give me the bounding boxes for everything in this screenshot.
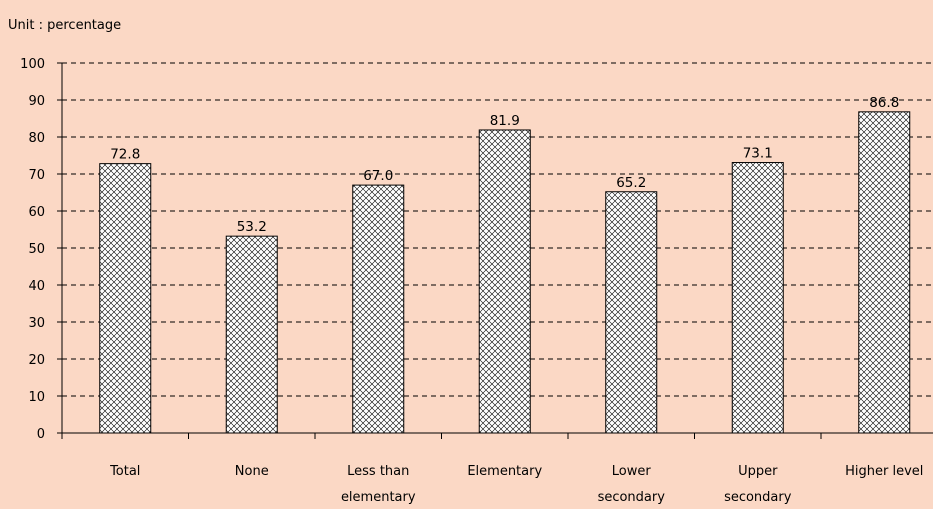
y-tick-label: 100 — [20, 57, 45, 72]
bar — [605, 191, 658, 434]
bars — [99, 111, 911, 434]
bar — [731, 162, 784, 434]
y-tick-label: 90 — [28, 94, 45, 109]
data-label: 86.8 — [869, 95, 899, 111]
axes: 0 10 20 30 40 50 60 70 80 90 100 — [20, 57, 933, 442]
y-tick-label: 50 — [28, 242, 45, 257]
y-tick-label: 70 — [28, 168, 45, 183]
x-tick-label: Higher level — [845, 464, 923, 479]
y-tick-label: 20 — [28, 353, 45, 368]
y-tick-label: 10 — [28, 390, 45, 405]
data-label: 67.0 — [363, 168, 393, 184]
bar — [478, 129, 531, 434]
data-label: 81.9 — [490, 113, 520, 129]
bar — [99, 163, 152, 434]
data-label: 53.2 — [237, 219, 267, 235]
x-tick-label: Upper — [738, 464, 778, 479]
y-tick-label: 40 — [28, 279, 45, 294]
x-tick-label: Lower — [612, 464, 652, 479]
x-tick-label: Total — [109, 464, 140, 479]
x-tick-label: None — [235, 464, 269, 479]
data-label: 73.1 — [743, 146, 773, 162]
bar — [352, 184, 405, 434]
bar — [858, 111, 911, 434]
data-label: 65.2 — [616, 175, 646, 191]
data-label: 72.8 — [110, 147, 140, 163]
x-tick-label: elementary — [341, 490, 416, 505]
y-tick-label: 80 — [28, 131, 45, 146]
y-tick-label: 60 — [28, 205, 45, 220]
x-tick-label: Elementary — [467, 464, 542, 479]
x-tick-label: Less than — [347, 464, 409, 479]
labels: 72.8 Total 53.2 None 67.0 Less than elementary… — [109, 95, 923, 505]
bar — [225, 235, 278, 434]
y-tick-label: 0 — [37, 427, 45, 442]
x-tick-label: secondary — [724, 490, 792, 505]
y-tick-label: 30 — [28, 316, 45, 331]
unit-label: Unit : percentage — [8, 18, 122, 33]
x-tick-label: secondary — [598, 490, 666, 505]
